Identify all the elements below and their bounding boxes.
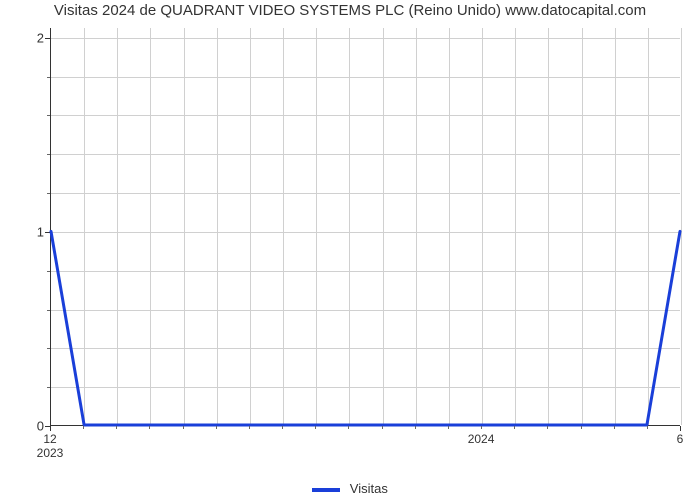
x-minor-tick [315, 426, 316, 429]
x-tick-mark [50, 426, 51, 431]
x-minor-tick [481, 426, 482, 429]
x-tick-sublabel: 2023 [37, 446, 64, 460]
legend-swatch [312, 488, 340, 492]
x-minor-tick [448, 426, 449, 429]
x-minor-tick [415, 426, 416, 429]
y-tick-label: 1 [4, 224, 44, 239]
x-minor-tick [348, 426, 349, 429]
x-minor-tick [514, 426, 515, 429]
x-minor-tick [614, 426, 615, 429]
y-tick-label: 2 [4, 30, 44, 45]
x-minor-tick [282, 426, 283, 429]
grid-vline [681, 28, 682, 425]
legend: Visitas [0, 481, 700, 496]
x-tick-label: 6 [677, 432, 684, 446]
x-tick-label: 12 [43, 432, 56, 446]
series-line [51, 28, 680, 425]
x-minor-tick [149, 426, 150, 429]
x-minor-tick [547, 426, 548, 429]
x-minor-tick [183, 426, 184, 429]
x-minor-tick [83, 426, 84, 429]
x-minor-tick [647, 426, 648, 429]
x-tick-mark [680, 426, 681, 431]
x-minor-tick [581, 426, 582, 429]
x-minor-tick [382, 426, 383, 429]
plot-area [50, 28, 680, 426]
x-year-marker: 2024 [468, 432, 495, 446]
chart-title: Visitas 2024 de QUADRANT VIDEO SYSTEMS P… [0, 2, 700, 19]
visits-chart: Visitas 2024 de QUADRANT VIDEO SYSTEMS P… [0, 0, 700, 500]
x-minor-tick [116, 426, 117, 429]
x-minor-tick [249, 426, 250, 429]
y-tick-label: 0 [4, 419, 44, 434]
x-minor-tick [216, 426, 217, 429]
legend-label: Visitas [350, 481, 388, 496]
